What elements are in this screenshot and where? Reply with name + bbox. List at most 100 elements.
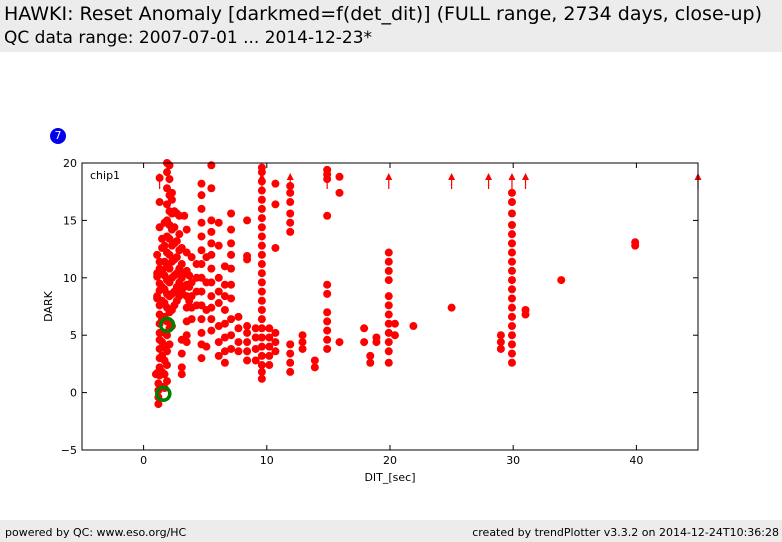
data-point bbox=[197, 315, 206, 324]
data-point bbox=[496, 338, 505, 347]
page-subtitle: QC data range: 2007-07-01 ... 2014-12-23… bbox=[4, 28, 373, 48]
data-point bbox=[257, 260, 266, 269]
data-point bbox=[507, 303, 516, 312]
data-point bbox=[257, 269, 266, 278]
data-point bbox=[182, 225, 191, 234]
data-point bbox=[167, 195, 176, 204]
data-point bbox=[214, 338, 223, 347]
data-point bbox=[257, 315, 266, 324]
data-point bbox=[257, 296, 266, 305]
data-point bbox=[507, 248, 516, 257]
data-point bbox=[257, 374, 266, 383]
data-point bbox=[153, 250, 162, 259]
data-point bbox=[207, 250, 216, 259]
data-point bbox=[507, 257, 516, 266]
panel-label: chip1 bbox=[90, 169, 120, 182]
data-point bbox=[214, 299, 223, 308]
data-point bbox=[310, 363, 319, 372]
data-point bbox=[390, 331, 399, 340]
footer-created-by: created by trendPlotter v3.3.2 on 2014-1… bbox=[472, 526, 779, 539]
data-point bbox=[507, 322, 516, 331]
data-point bbox=[177, 349, 186, 358]
data-point bbox=[257, 241, 266, 250]
data-point bbox=[257, 305, 266, 314]
offscale-arrow-head bbox=[448, 173, 456, 180]
data-point bbox=[335, 338, 344, 347]
data-point bbox=[220, 292, 229, 301]
data-point bbox=[507, 198, 516, 207]
offscale-arrow-head bbox=[522, 173, 530, 180]
data-point bbox=[243, 347, 252, 356]
data-point bbox=[496, 344, 505, 353]
data-point bbox=[384, 248, 393, 257]
data-point bbox=[323, 326, 332, 335]
data-point bbox=[214, 351, 223, 360]
x-tick-label: 20 bbox=[383, 454, 397, 467]
data-point bbox=[172, 253, 181, 262]
data-point bbox=[202, 342, 211, 351]
data-point bbox=[257, 287, 266, 296]
data-point bbox=[227, 209, 236, 218]
data-point bbox=[227, 315, 236, 324]
data-point bbox=[384, 347, 393, 356]
data-point bbox=[323, 344, 332, 353]
x-tick-label: 0 bbox=[140, 454, 147, 467]
data-point bbox=[243, 338, 252, 347]
data-point bbox=[243, 356, 252, 365]
data-point bbox=[265, 361, 274, 370]
data-point bbox=[323, 165, 332, 174]
data-point bbox=[286, 218, 295, 227]
data-point bbox=[177, 363, 186, 372]
data-point bbox=[207, 264, 216, 273]
data-point bbox=[366, 358, 375, 367]
y-tick-label: 20 bbox=[63, 157, 77, 170]
data-point bbox=[507, 230, 516, 239]
data-point bbox=[384, 338, 393, 347]
offscale-arrow-head bbox=[286, 173, 294, 180]
data-point bbox=[323, 211, 332, 220]
chart-marks bbox=[151, 159, 702, 409]
data-point bbox=[182, 338, 191, 347]
info-badge[interactable]: 7 bbox=[50, 128, 66, 144]
highlighted-point bbox=[158, 316, 176, 334]
data-point bbox=[265, 324, 274, 333]
data-point bbox=[220, 333, 229, 342]
data-point bbox=[447, 303, 456, 312]
data-point bbox=[257, 333, 266, 342]
data-point bbox=[251, 324, 260, 333]
data-point bbox=[372, 333, 381, 342]
data-point bbox=[207, 303, 216, 312]
data-point bbox=[257, 163, 266, 172]
data-point bbox=[227, 331, 236, 340]
data-point bbox=[257, 342, 266, 351]
data-point bbox=[257, 232, 266, 241]
data-point bbox=[243, 251, 252, 260]
x-tick-label: 10 bbox=[260, 454, 274, 467]
data-point bbox=[507, 340, 516, 349]
data-point bbox=[165, 175, 174, 184]
data-point bbox=[197, 191, 206, 200]
data-point bbox=[165, 161, 174, 170]
data-point bbox=[409, 322, 418, 331]
data-point bbox=[220, 319, 229, 328]
data-point bbox=[160, 370, 169, 379]
data-point bbox=[227, 344, 236, 353]
data-point bbox=[185, 271, 194, 280]
data-point bbox=[155, 198, 164, 207]
data-point bbox=[165, 340, 174, 349]
data-point bbox=[214, 241, 223, 250]
data-point bbox=[323, 335, 332, 344]
data-point bbox=[234, 347, 243, 356]
data-point bbox=[257, 324, 266, 333]
data-point bbox=[286, 367, 295, 376]
offscale-arrow-head bbox=[323, 173, 331, 180]
data-point bbox=[220, 262, 229, 271]
data-point bbox=[507, 349, 516, 358]
offscale-arrow-head bbox=[258, 173, 266, 180]
data-point bbox=[384, 301, 393, 310]
data-point bbox=[507, 358, 516, 367]
data-point bbox=[207, 227, 216, 236]
data-point bbox=[234, 324, 243, 333]
footer-powered-by: powered by QC: www.eso.org/HC bbox=[5, 526, 187, 539]
